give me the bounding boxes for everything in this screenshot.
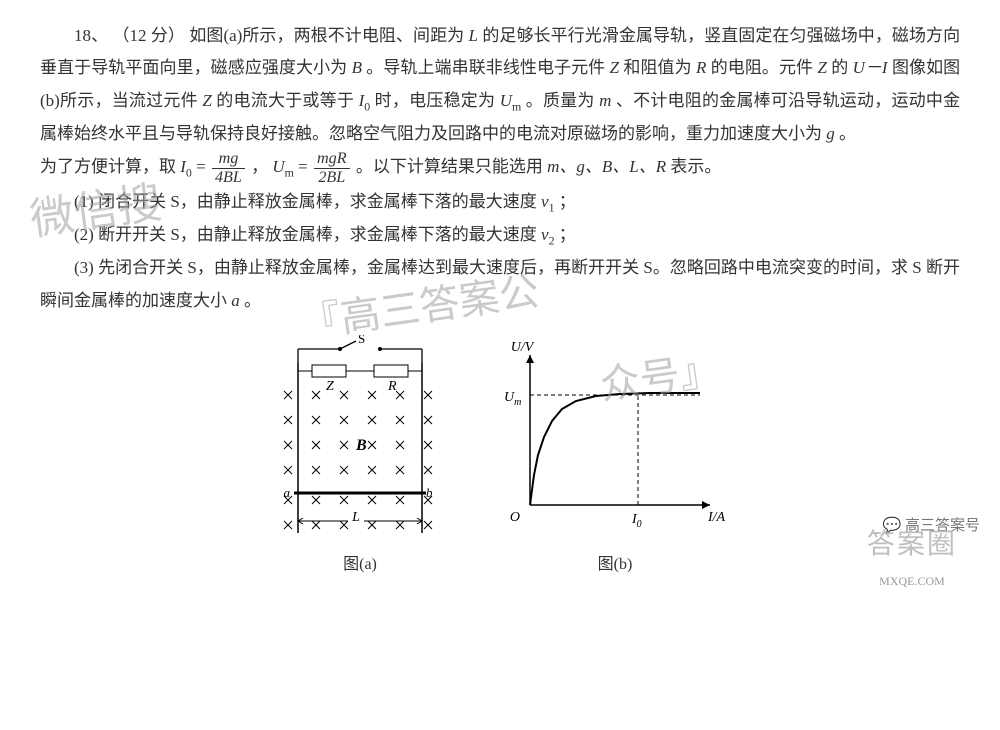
- figures-row: S Z Ra b B L 图(a) U/V I/A O Um I0 图(b): [40, 335, 960, 581]
- svg-text:Z: Z: [326, 379, 334, 394]
- question-number: 18、: [74, 26, 108, 45]
- svg-text:b: b: [426, 485, 433, 500]
- svg-text:L: L: [351, 510, 360, 525]
- svg-text:I0: I0: [631, 512, 642, 530]
- sym-m: m: [599, 91, 611, 110]
- problem-paragraph-1: 18、 （12 分） 如图(a)所示，两根不计电阻、间距为 L 的足够长平行光滑…: [40, 20, 960, 150]
- figure-a: S Z Ra b B L: [270, 335, 450, 535]
- corner-logo: 答案圈 MXQE.COM: [832, 517, 992, 593]
- sym-L: L: [469, 26, 478, 45]
- sym-R: R: [696, 58, 706, 77]
- problem-paragraph-2: 为了方便计算，取 I0 = mg 4BL ， Um = mgR 2BL 。以下计…: [40, 150, 960, 187]
- svg-text:S: S: [358, 335, 365, 346]
- svg-text:a: a: [284, 485, 291, 500]
- svg-text:I/A: I/A: [707, 510, 726, 525]
- figure-b-label: 图(b): [500, 550, 730, 580]
- svg-text:O: O: [510, 510, 520, 525]
- subq-1: (1) 闭合开关 S，由静止释放金属棒，求金属棒下落的最大速度 v1 ；: [40, 186, 960, 219]
- svg-text:Um: Um: [504, 390, 521, 408]
- sym-B: B: [352, 58, 362, 77]
- sym-Um: Um: [500, 91, 522, 110]
- sym-I0: I0: [359, 91, 371, 110]
- sym-Z2: Z: [817, 58, 826, 77]
- frac-Um: mgR 2BL: [314, 150, 350, 187]
- question-points: （12 分）: [112, 26, 185, 45]
- frac-I0: mg 4BL: [212, 150, 245, 187]
- svg-text:R: R: [387, 379, 397, 394]
- svg-text:B: B: [355, 437, 367, 454]
- figure-a-wrap: S Z Ra b B L 图(a): [270, 335, 450, 581]
- sym-Z1: Z: [610, 58, 619, 77]
- figure-b-wrap: U/V I/A O Um I0 图(b): [500, 335, 730, 581]
- sym-Z3: Z: [202, 91, 211, 110]
- svg-text:U/V: U/V: [511, 340, 535, 355]
- sym-g: g: [826, 124, 835, 143]
- subq-2: (2) 断开开关 S，由静止释放金属棒，求金属棒下落的最大速度 v2 ；: [40, 219, 960, 252]
- sym-UI: U－I: [853, 58, 888, 77]
- figure-b: U/V I/A O Um I0: [500, 335, 730, 535]
- subq-3: (3) 先闭合开关 S，由静止释放金属棒，金属棒达到最大速度后，再断开开关 S。…: [40, 252, 960, 317]
- figure-a-label: 图(a): [270, 550, 450, 580]
- sym-list: m、g、B、L、R: [547, 157, 666, 176]
